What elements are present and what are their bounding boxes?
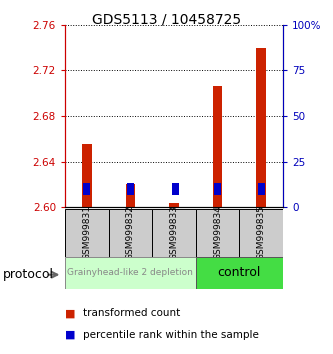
Text: GSM999834: GSM999834 <box>213 205 222 260</box>
Text: GDS5113 / 10458725: GDS5113 / 10458725 <box>92 12 241 27</box>
Bar <box>172 183 178 195</box>
Text: control: control <box>218 267 261 279</box>
Bar <box>256 47 266 207</box>
Bar <box>126 184 135 207</box>
Text: GSM999835: GSM999835 <box>257 205 266 260</box>
Text: transformed count: transformed count <box>83 308 180 318</box>
Bar <box>196 209 239 257</box>
Bar <box>109 209 152 257</box>
Bar <box>213 86 222 207</box>
Text: ■: ■ <box>65 330 76 339</box>
Bar <box>258 183 264 195</box>
Bar <box>196 257 283 289</box>
Bar <box>214 183 221 195</box>
Text: GSM999833: GSM999833 <box>169 205 178 260</box>
Text: Grainyhead-like 2 depletion: Grainyhead-like 2 depletion <box>67 268 193 278</box>
Bar <box>169 202 179 207</box>
Text: percentile rank within the sample: percentile rank within the sample <box>83 330 259 339</box>
Text: GSM999832: GSM999832 <box>126 205 135 260</box>
Text: ■: ■ <box>65 308 76 318</box>
Text: GSM999831: GSM999831 <box>82 205 91 260</box>
Bar <box>127 183 134 195</box>
Bar <box>152 209 196 257</box>
Bar <box>239 209 283 257</box>
Bar <box>84 183 90 195</box>
Bar <box>65 257 196 289</box>
Bar <box>82 144 92 207</box>
Bar <box>65 209 109 257</box>
Text: protocol: protocol <box>3 268 54 281</box>
